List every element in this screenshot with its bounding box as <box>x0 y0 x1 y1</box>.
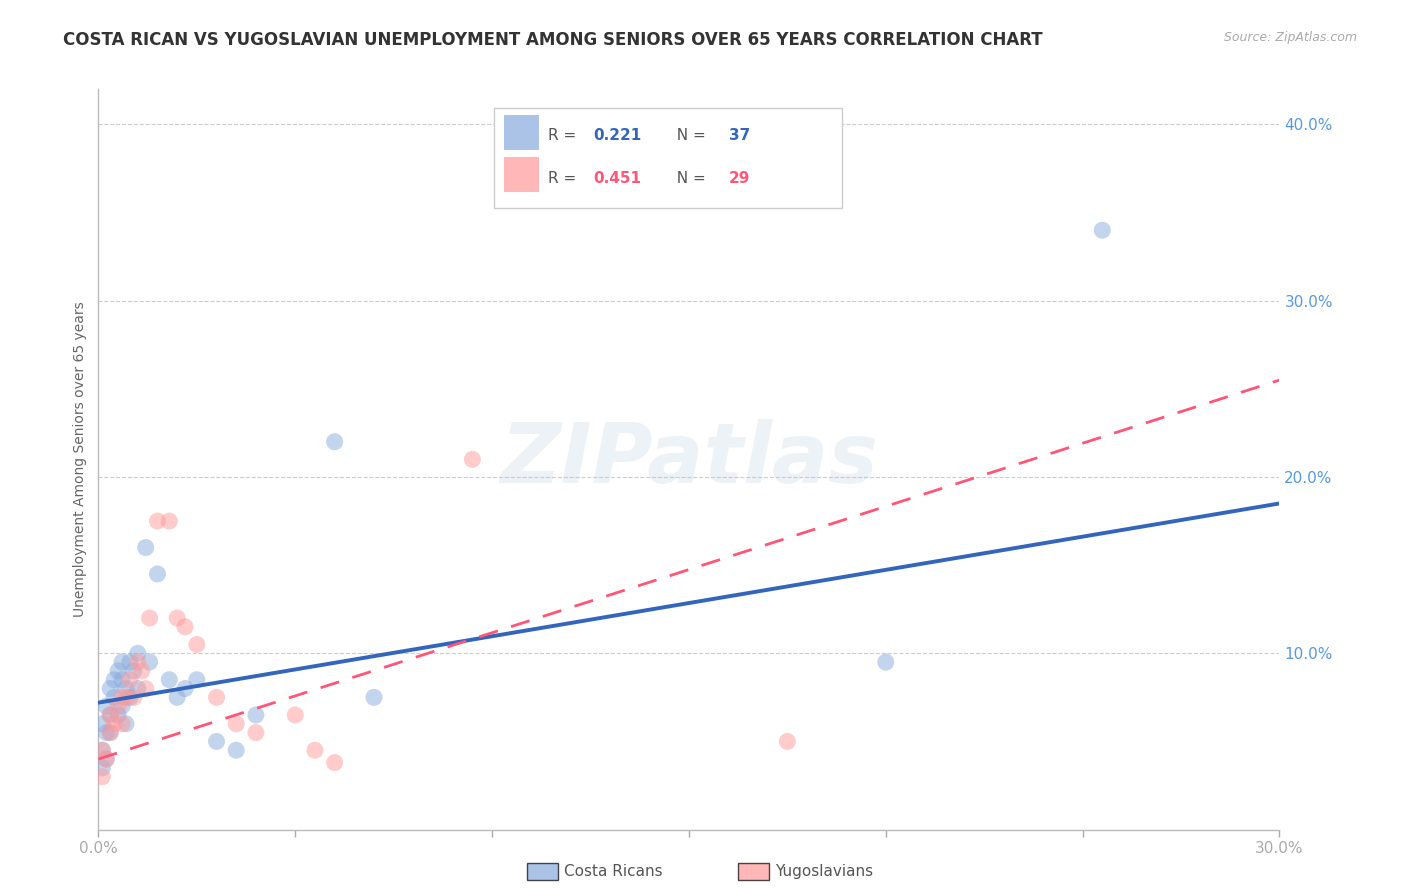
Text: COSTA RICAN VS YUGOSLAVIAN UNEMPLOYMENT AMONG SENIORS OVER 65 YEARS CORRELATION : COSTA RICAN VS YUGOSLAVIAN UNEMPLOYMENT … <box>63 31 1043 49</box>
Point <box>115 716 138 731</box>
Point <box>186 637 208 651</box>
Point <box>225 743 247 757</box>
Text: Source: ZipAtlas.com: Source: ZipAtlas.com <box>1223 31 1357 45</box>
Point <box>776 734 799 748</box>
Point <box>245 725 267 739</box>
Point <box>91 761 114 775</box>
Point <box>138 611 160 625</box>
Point <box>111 716 134 731</box>
Point <box>91 743 114 757</box>
Point <box>118 690 141 705</box>
Text: Costa Ricans: Costa Ricans <box>564 864 662 879</box>
Bar <box>503 114 538 150</box>
Y-axis label: Unemployment Among Seniors over 65 years: Unemployment Among Seniors over 65 years <box>73 301 87 617</box>
Point <box>146 566 169 581</box>
Point <box>304 743 326 757</box>
Point <box>111 699 134 714</box>
Point <box>118 673 141 687</box>
Point <box>96 752 118 766</box>
Text: N =: N = <box>666 170 710 186</box>
Point <box>91 770 114 784</box>
Point <box>98 708 121 723</box>
Point <box>174 620 197 634</box>
Point <box>111 690 134 705</box>
Point <box>186 673 208 687</box>
Point <box>103 690 125 705</box>
Text: 0.221: 0.221 <box>593 128 641 144</box>
Point <box>127 655 149 669</box>
Point <box>166 690 188 705</box>
FancyBboxPatch shape <box>494 108 842 208</box>
Point <box>245 708 267 723</box>
Point <box>323 434 346 449</box>
Point <box>323 756 346 770</box>
Point <box>91 716 114 731</box>
Point <box>461 452 484 467</box>
Point <box>157 514 180 528</box>
Text: 29: 29 <box>730 170 751 186</box>
Point <box>98 708 121 723</box>
Point <box>157 673 180 687</box>
Point <box>111 655 134 669</box>
Point <box>363 690 385 705</box>
Point <box>107 708 129 723</box>
Bar <box>503 157 538 193</box>
Point <box>118 655 141 669</box>
Point <box>284 708 307 723</box>
Point <box>122 664 145 678</box>
Point <box>1091 223 1114 237</box>
Point <box>875 655 897 669</box>
Point <box>135 681 157 696</box>
Point <box>107 699 129 714</box>
Point <box>98 681 121 696</box>
Point <box>111 673 134 687</box>
Text: 37: 37 <box>730 128 751 144</box>
Point <box>166 611 188 625</box>
Point <box>96 752 118 766</box>
Point <box>91 743 114 757</box>
Text: Yugoslavians: Yugoslavians <box>775 864 873 879</box>
Point <box>103 716 125 731</box>
Point <box>135 541 157 555</box>
Point <box>205 690 228 705</box>
Point <box>96 725 118 739</box>
Point <box>122 690 145 705</box>
Point <box>96 699 118 714</box>
Text: 0.451: 0.451 <box>593 170 641 186</box>
Text: ZIPatlas: ZIPatlas <box>501 419 877 500</box>
Point <box>146 514 169 528</box>
Point <box>115 690 138 705</box>
Point <box>138 655 160 669</box>
Point <box>174 681 197 696</box>
Point <box>103 673 125 687</box>
Text: N =: N = <box>666 128 710 144</box>
Point <box>98 725 121 739</box>
Point <box>107 664 129 678</box>
Point <box>131 664 153 678</box>
Point <box>98 725 121 739</box>
Text: R =: R = <box>548 170 582 186</box>
Point <box>205 734 228 748</box>
Text: R =: R = <box>548 128 582 144</box>
Point <box>225 716 247 731</box>
Point <box>127 681 149 696</box>
Point <box>115 681 138 696</box>
Point <box>127 646 149 660</box>
